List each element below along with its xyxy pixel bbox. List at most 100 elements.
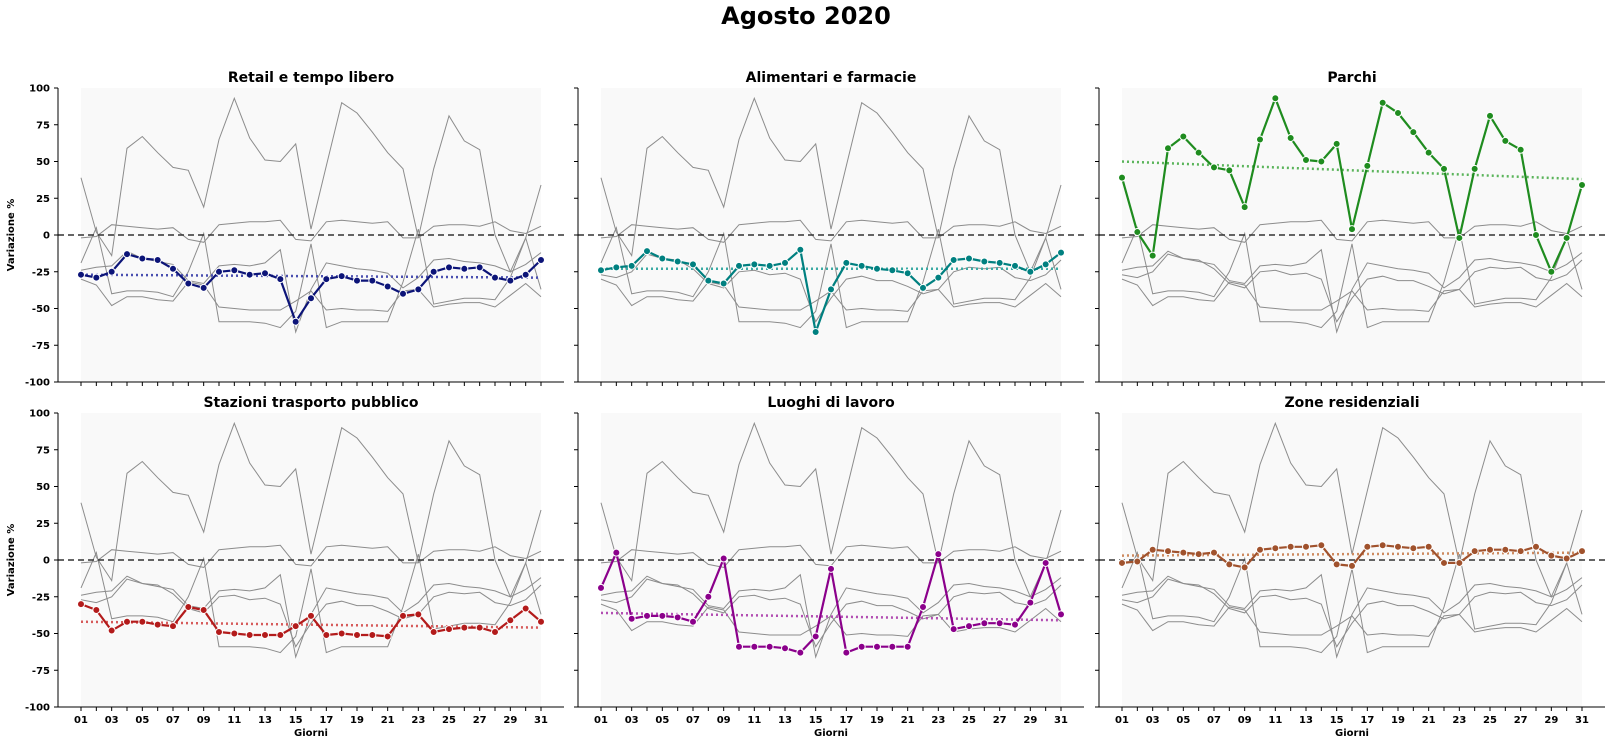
data-point xyxy=(765,261,774,270)
data-point xyxy=(230,629,239,638)
data-point xyxy=(673,613,682,622)
data-point xyxy=(597,266,605,275)
data-point xyxy=(934,273,943,282)
context-line xyxy=(80,96,542,274)
data-point xyxy=(1240,563,1249,572)
context-line xyxy=(600,578,1062,648)
data-point xyxy=(337,272,346,281)
data-point xyxy=(1210,548,1218,557)
data-point xyxy=(781,644,789,653)
y-tick-label: -75 xyxy=(32,666,50,677)
y-tick-label: -25 xyxy=(32,267,50,278)
panel-title: Stazioni trasporto pubblico xyxy=(203,395,418,411)
x-tick-label: 07 xyxy=(686,715,700,726)
data-point xyxy=(965,254,973,263)
x-tick-label: 07 xyxy=(166,715,180,726)
panel-6: 01 03 05 07 09 11 13 15 17 19 21 23 25 27 29 31 Giorni Zo… xyxy=(1095,395,1605,739)
x-axis-label: Giorni xyxy=(1335,728,1369,739)
data-point xyxy=(261,630,269,639)
data-point xyxy=(445,263,453,272)
y-tick-label: 75 xyxy=(36,445,50,456)
data-point xyxy=(995,258,1004,267)
data-point xyxy=(1225,166,1234,175)
data-point xyxy=(704,276,713,285)
data-point xyxy=(1378,98,1387,107)
x-tick-label: 31 xyxy=(534,715,548,726)
context-line xyxy=(80,544,542,568)
data-point xyxy=(1455,233,1464,242)
data-point xyxy=(153,620,162,629)
data-point xyxy=(1271,544,1280,553)
data-point xyxy=(1486,111,1494,120)
context-line xyxy=(80,226,542,329)
x-tick-label: 15 xyxy=(809,715,823,726)
x-tick-label: 29 xyxy=(1544,715,1558,726)
data-point xyxy=(735,642,743,651)
x-tick-label: 11 xyxy=(227,715,241,726)
data-point xyxy=(1578,181,1586,190)
data-point xyxy=(719,554,728,563)
page-title: Agosto 2020 xyxy=(721,2,891,30)
x-tick-label: 27 xyxy=(473,715,487,726)
data-point xyxy=(1011,620,1019,629)
x-tick-label: 27 xyxy=(993,715,1007,726)
data-point xyxy=(1532,231,1540,239)
x-tick-label: 05 xyxy=(135,715,149,726)
context-line xyxy=(600,96,1062,274)
data-point xyxy=(796,245,805,254)
data-point xyxy=(1363,542,1372,551)
x-tick-label: 29 xyxy=(1023,715,1037,726)
x-tick-label: 05 xyxy=(1176,715,1190,726)
y-tick-label: 0 xyxy=(43,556,50,567)
data-point xyxy=(1562,233,1571,242)
data-point xyxy=(445,625,453,634)
data-point xyxy=(506,616,515,625)
data-point xyxy=(1348,561,1356,570)
data-point xyxy=(796,648,805,657)
data-point xyxy=(934,550,943,559)
data-point xyxy=(1501,545,1510,554)
y-tick-label: 0 xyxy=(43,231,50,242)
data-point xyxy=(429,628,438,637)
data-point xyxy=(322,630,331,639)
data-point xyxy=(199,605,208,614)
x-tick-label: 15 xyxy=(289,715,303,726)
context-line xyxy=(600,219,1062,243)
data-point xyxy=(612,548,621,557)
y-tick-label: 75 xyxy=(36,120,50,131)
data-point xyxy=(658,254,667,263)
data-point xyxy=(1286,542,1295,551)
panel-3: Parchi xyxy=(1095,70,1605,386)
context-line xyxy=(600,421,1062,599)
context-line xyxy=(1121,248,1583,334)
data-point xyxy=(995,619,1004,628)
data-point xyxy=(842,258,851,267)
data-point xyxy=(1470,547,1479,556)
data-point xyxy=(491,273,499,282)
panel-title: Alimentari e farmacie xyxy=(746,70,917,86)
data-point xyxy=(261,269,269,278)
data-point xyxy=(169,264,177,273)
data-point xyxy=(123,250,131,259)
data-point xyxy=(689,260,697,269)
context-line xyxy=(1121,578,1583,648)
data-point xyxy=(1026,598,1035,607)
data-point xyxy=(138,254,147,263)
x-tick-label: 01 xyxy=(74,715,88,726)
data-point xyxy=(1148,251,1157,260)
data-point xyxy=(1271,94,1280,103)
y-tick-label: 25 xyxy=(36,194,50,205)
x-tick-label: 19 xyxy=(350,715,364,726)
trend-line xyxy=(1121,160,1583,181)
data-point xyxy=(704,592,713,601)
x-tick-label: 17 xyxy=(319,715,333,726)
data-point xyxy=(980,619,989,628)
x-axis-label: Giorni xyxy=(294,728,328,739)
context-line xyxy=(1121,219,1583,243)
x-tick-label: 17 xyxy=(839,715,853,726)
panel-title: Zone residenziali xyxy=(1284,395,1419,411)
x-tick-label: 25 xyxy=(962,715,976,726)
panel-title: Luoghi di lavoro xyxy=(767,395,895,411)
data-point xyxy=(1317,157,1326,166)
